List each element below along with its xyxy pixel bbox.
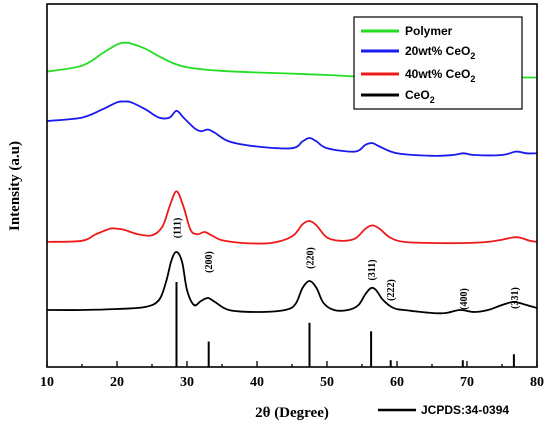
legend-label-40wt: 40wt% CeO2 bbox=[405, 67, 475, 84]
reference-lines bbox=[175, 282, 515, 367]
peak-labels: (111) (200) (220) (311) (222) (400) (331) bbox=[173, 218, 521, 310]
legend-label-polymer: Polymer bbox=[405, 24, 453, 38]
series-line-2 bbox=[46, 190, 538, 245]
reference-key: JCPDS:34-0394 bbox=[378, 403, 509, 417]
x-tick-label: 50 bbox=[320, 375, 334, 390]
peak-label: (400) bbox=[459, 288, 470, 310]
peak-label: (200) bbox=[204, 251, 215, 273]
peak-label: (111) bbox=[173, 218, 184, 239]
y-axis-label: Intensity (a.u) bbox=[7, 141, 23, 231]
x-axis-ticks: 10 20 30 40 50 60 70 80 bbox=[40, 361, 544, 390]
series-line-1 bbox=[46, 100, 538, 157]
peak-label: (222) bbox=[386, 279, 397, 301]
legend: Polymer 20wt% CeO2 40wt% CeO2 CeO2 bbox=[353, 16, 523, 110]
x-tick-label: 60 bbox=[390, 375, 404, 390]
series-line-3 bbox=[46, 251, 538, 315]
x-tick-label: 10 bbox=[40, 375, 54, 390]
legend-label-20wt: 20wt% CeO2 bbox=[405, 44, 475, 61]
peak-label: (220) bbox=[306, 247, 317, 269]
legend-label-ceo2: CeO2 bbox=[405, 88, 435, 105]
x-tick-label: 80 bbox=[530, 375, 544, 390]
x-axis-label: 2θ (Degree) bbox=[255, 405, 329, 421]
x-tick-label: 30 bbox=[180, 375, 194, 390]
peak-label: (331) bbox=[510, 287, 521, 309]
x-tick-label: 20 bbox=[110, 375, 124, 390]
peak-label: (311) bbox=[367, 259, 378, 280]
x-tick-label: 70 bbox=[460, 375, 474, 390]
reference-key-label: JCPDS:34-0394 bbox=[421, 403, 509, 417]
x-tick-label: 40 bbox=[250, 375, 264, 390]
